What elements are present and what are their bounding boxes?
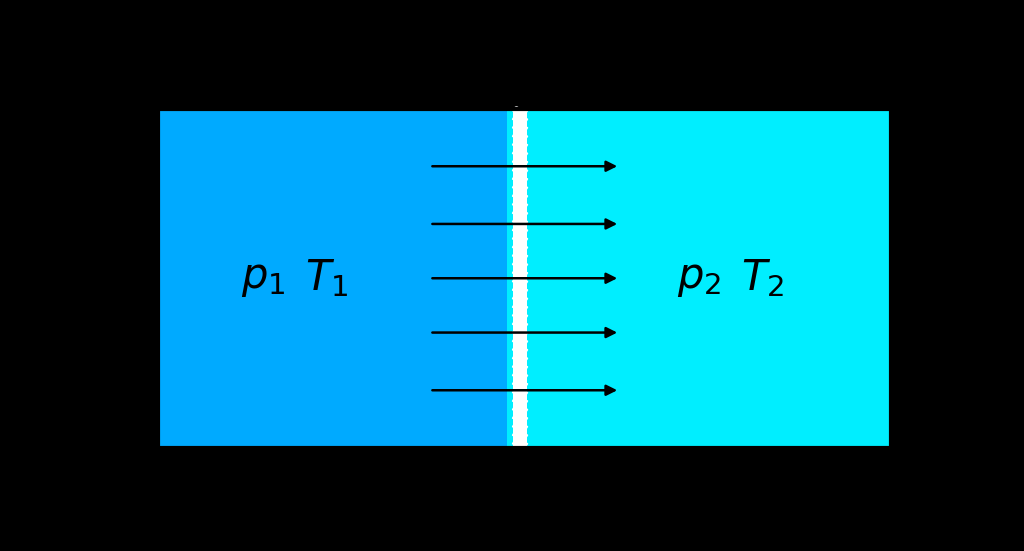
Bar [513, 109, 527, 448]
Text: $p_1$: $p_1$ [241, 257, 285, 299]
Bar [158, 109, 892, 448]
Text: $T_2$: $T_2$ [741, 257, 784, 299]
Text: $p_2$: $p_2$ [677, 257, 722, 299]
Text: $T_1$: $T_1$ [305, 257, 348, 299]
Bar [158, 109, 507, 448]
Bar [507, 109, 892, 448]
